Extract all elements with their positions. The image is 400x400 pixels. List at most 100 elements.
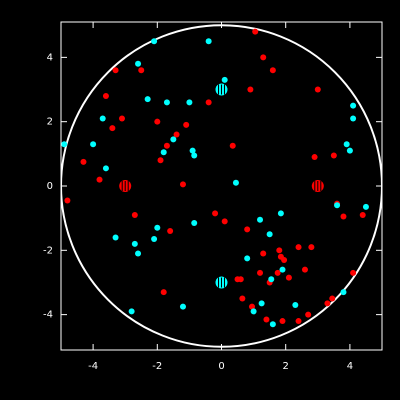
point [183, 121, 190, 128]
point [305, 311, 312, 318]
point [244, 255, 251, 262]
y-tick-label: -2 [43, 245, 53, 256]
point [260, 250, 267, 257]
large-marker [215, 276, 228, 289]
point [346, 147, 353, 154]
point [330, 152, 337, 159]
x-tick-label: -2 [152, 361, 162, 372]
point [343, 141, 350, 148]
point [350, 269, 357, 276]
point [151, 38, 158, 45]
point [173, 131, 180, 138]
y-tick-label: 0 [47, 181, 53, 192]
point [285, 274, 292, 281]
y-tick-label: -4 [43, 310, 53, 321]
large-marker [119, 180, 132, 192]
point [260, 54, 267, 61]
point [163, 142, 170, 149]
large-marker [215, 83, 228, 96]
point [292, 301, 299, 308]
point [131, 211, 138, 218]
point [295, 244, 302, 251]
point [109, 125, 116, 132]
point [191, 219, 198, 226]
point [144, 96, 151, 103]
point [263, 316, 270, 323]
point [301, 266, 308, 273]
point [340, 289, 347, 296]
point [221, 218, 228, 225]
point [151, 236, 158, 243]
point [112, 67, 119, 74]
point [102, 92, 109, 99]
point [131, 240, 138, 247]
point [160, 289, 167, 296]
point [205, 38, 212, 45]
x-tick-label: 2 [283, 361, 289, 372]
point [138, 67, 145, 74]
point [329, 295, 336, 302]
large-marker [311, 180, 324, 192]
y-tick-label: 2 [47, 117, 53, 128]
point [311, 154, 318, 161]
point [189, 147, 196, 154]
point [128, 308, 135, 315]
point [64, 197, 71, 204]
point [258, 300, 265, 307]
point [274, 269, 281, 276]
point [334, 202, 341, 209]
point [244, 226, 251, 233]
point [234, 276, 241, 283]
point [269, 321, 276, 328]
point [279, 318, 286, 325]
point [362, 203, 369, 210]
point [157, 157, 164, 164]
point [359, 211, 366, 218]
point [170, 136, 177, 143]
point [221, 76, 228, 83]
point [277, 210, 284, 217]
point [350, 102, 357, 109]
point [324, 300, 331, 307]
point [308, 244, 315, 251]
point [276, 247, 283, 254]
point [250, 308, 257, 315]
x-tick-label: 0 [218, 361, 224, 372]
point [102, 165, 109, 172]
point [266, 231, 273, 238]
point [186, 99, 193, 106]
point [135, 60, 142, 67]
point [154, 118, 161, 125]
point [340, 213, 347, 220]
point [61, 141, 68, 148]
point [179, 181, 186, 188]
point [279, 266, 286, 273]
point [252, 28, 259, 35]
point [281, 256, 288, 263]
point [96, 176, 103, 183]
point [80, 158, 87, 165]
point [314, 86, 321, 93]
point [135, 250, 142, 257]
x-tick-label: 4 [347, 361, 353, 372]
point [257, 216, 264, 223]
point [269, 67, 276, 74]
plot-area [61, 24, 382, 348]
point [350, 115, 357, 122]
point [295, 318, 302, 325]
point [179, 303, 186, 310]
point [229, 142, 236, 149]
point [257, 269, 264, 276]
point [160, 149, 167, 156]
point [268, 276, 275, 283]
point [191, 152, 198, 159]
point [99, 115, 106, 122]
point [239, 295, 246, 302]
point [248, 303, 255, 310]
point [205, 99, 212, 106]
point [167, 228, 174, 235]
point [112, 234, 119, 241]
point [118, 115, 125, 122]
point [154, 224, 161, 231]
